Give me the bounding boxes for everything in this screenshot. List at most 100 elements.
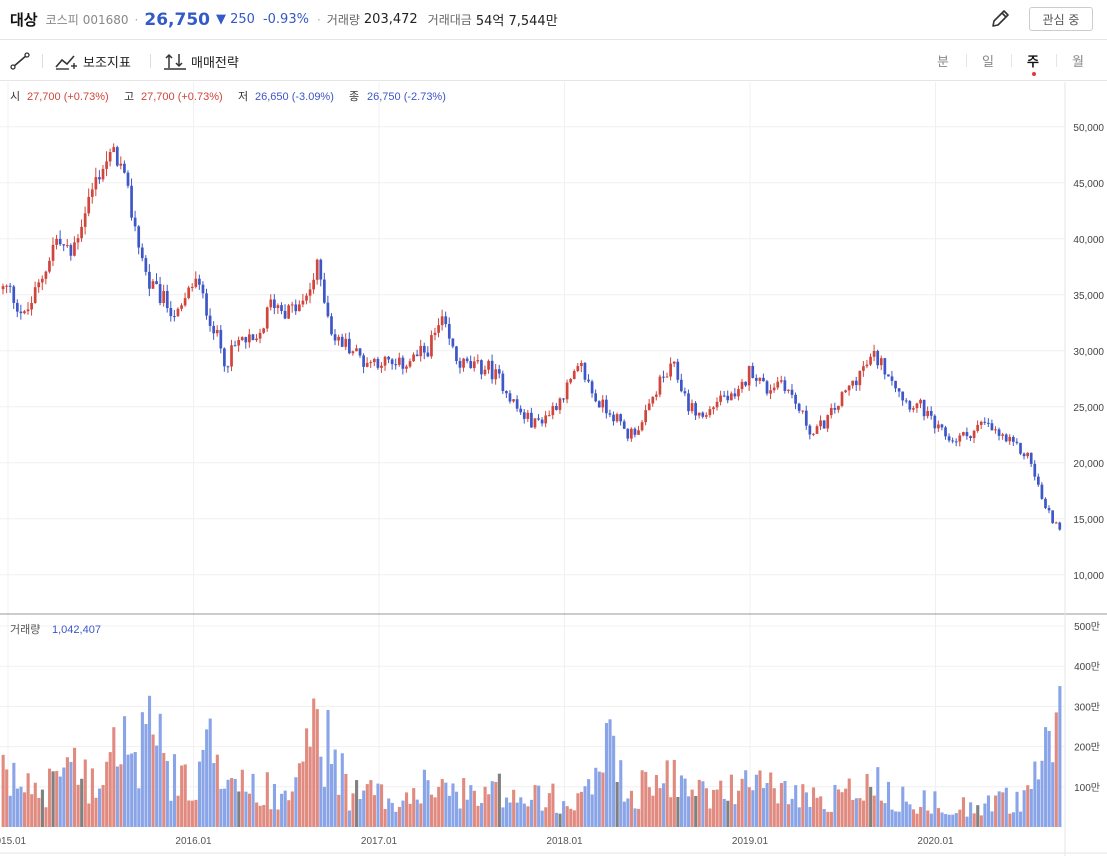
candle-body (972, 430, 976, 439)
candle-body (298, 304, 301, 312)
candle-body (440, 316, 444, 326)
volume-bar (772, 788, 776, 827)
amount-label: 거래대금 (427, 13, 472, 27)
period-tab-week[interactable]: 주 (1027, 55, 1039, 70)
volume-bar (1033, 761, 1037, 827)
candle-body (690, 403, 694, 412)
period-tab-month[interactable]: 월 (1072, 55, 1084, 70)
volume-bar (151, 734, 155, 827)
price-chart[interactable]: 2015.01 2016.01 2017.01 2018.01 2019.01 2020.… (0, 82, 1107, 856)
candle-body (394, 364, 398, 366)
candle-body (1029, 452, 1033, 464)
candle-body (740, 381, 744, 390)
candle-body (30, 302, 33, 310)
candle-body (433, 332, 437, 336)
volume-bar (936, 808, 941, 827)
favorite-button[interactable]: 관심 중 (1029, 7, 1093, 31)
volume-bar (147, 695, 152, 827)
volume-bar (444, 782, 448, 827)
period-divider (1056, 54, 1057, 67)
candle-body (651, 396, 655, 404)
candle-body (783, 380, 787, 391)
candle-body (533, 418, 537, 428)
volume-bar (522, 803, 526, 827)
volume-bar (430, 794, 434, 827)
down-arrow-icon: ▼ (215, 12, 226, 27)
candle-body (287, 305, 290, 319)
candle-body (490, 360, 494, 380)
indicator-label: 보조지표 (83, 55, 131, 71)
volume-bar (883, 803, 887, 827)
volume-bar (1040, 760, 1044, 827)
period-tab-day[interactable]: 일 (982, 55, 994, 70)
candle-body (94, 177, 98, 190)
volume-bar (76, 784, 80, 827)
volume-bar (983, 803, 987, 827)
candle-body (990, 423, 994, 431)
volume-bar (447, 795, 451, 827)
candle-body (762, 377, 765, 382)
candle-body (840, 392, 844, 406)
volume-bar (601, 772, 605, 827)
volume-bar (544, 807, 548, 827)
volume-bar (1051, 762, 1055, 827)
candle-body (883, 358, 887, 375)
volume-bar (765, 782, 769, 827)
volume-bar (408, 803, 412, 827)
volume-bar (572, 810, 576, 827)
volume-bar (305, 728, 309, 827)
candle-body (412, 354, 415, 362)
candle-body (273, 299, 276, 309)
x-tick-label: 2020.01 (917, 836, 954, 847)
volume-bar (1022, 790, 1026, 827)
strategy-button[interactable]: 매매전략 (163, 49, 239, 73)
draw-line-icon[interactable] (10, 52, 30, 70)
candle-body (904, 400, 908, 402)
volume-bar (390, 802, 394, 827)
volume-bar (1008, 813, 1012, 827)
period-tab-minute[interactable]: 분 (937, 55, 949, 70)
candle-body (804, 410, 808, 426)
volume-bar (269, 809, 273, 827)
volume-bar (504, 797, 509, 827)
candle-body (676, 361, 680, 380)
candle-body (969, 436, 972, 439)
candle-body (148, 271, 151, 289)
volume-bar (487, 794, 491, 827)
candle-body (644, 410, 647, 423)
candle-body (337, 336, 340, 341)
volume-bar (454, 791, 459, 827)
volume-bar (986, 795, 991, 827)
volume-bar (654, 775, 659, 827)
candle-body (583, 362, 587, 380)
volume-bar (301, 761, 305, 827)
volume-bar (894, 811, 898, 827)
x-tick-label: 2019.01 (732, 836, 769, 847)
candle-body (390, 359, 394, 365)
candle-body (737, 389, 740, 397)
volume-bar (144, 724, 148, 827)
indicator-button[interactable]: 보조지표 (55, 49, 131, 73)
candle-body (258, 332, 262, 339)
volume-bar (647, 787, 651, 827)
candle-body (112, 147, 116, 153)
candle-body (987, 422, 990, 424)
candle-body (933, 415, 937, 429)
candle-body (897, 388, 901, 392)
volume-bar (822, 809, 826, 827)
volume-bar (83, 759, 87, 827)
candle-body (729, 393, 733, 401)
volume-bar (387, 798, 391, 827)
volume-bar (190, 800, 194, 827)
volume-bar (533, 785, 537, 827)
candle-body (519, 408, 523, 413)
volume-bar (294, 777, 298, 827)
pencil-icon[interactable] (989, 8, 1013, 30)
candle-body (315, 259, 319, 280)
candle-body (201, 284, 205, 294)
volume-bar (80, 778, 84, 827)
volume-bar (633, 808, 637, 827)
volume-tick-label: 200만 (1074, 742, 1100, 754)
volume-bar (704, 788, 708, 827)
volume-bar (158, 713, 162, 827)
